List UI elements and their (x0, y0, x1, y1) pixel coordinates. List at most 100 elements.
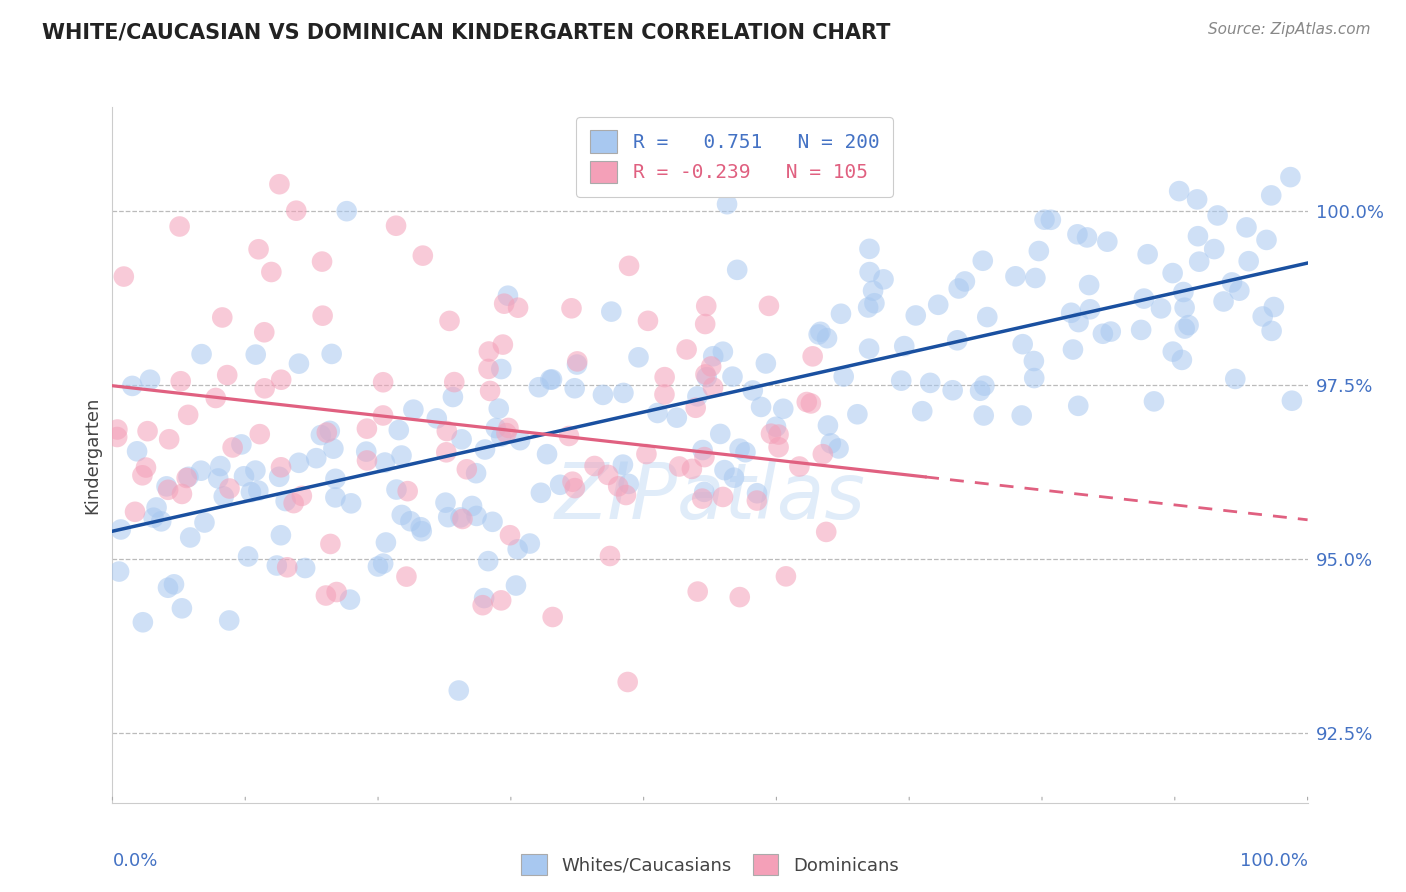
Point (1260, 188, 1282, 202)
Point (920, 376, 942, 390)
Point (1174, 301, 1197, 315)
Point (893, 339, 915, 353)
Point (801, 349, 824, 363)
Point (145, 500, 167, 515)
Point (373, 557, 395, 571)
Point (1279, 170, 1302, 185)
Point (695, 317, 717, 331)
Point (110, 523, 132, 537)
Point (693, 484, 716, 499)
Point (807, 327, 830, 342)
Point (827, 442, 849, 456)
Point (479, 384, 502, 398)
Point (1004, 269, 1026, 284)
Point (270, 373, 292, 387)
Point (247, 483, 270, 498)
Point (157, 483, 180, 497)
Point (132, 615, 155, 630)
Point (315, 425, 337, 440)
Point (872, 272, 894, 286)
Point (1161, 266, 1184, 280)
Point (340, 496, 363, 510)
Point (759, 426, 782, 441)
Point (385, 483, 408, 497)
Point (692, 443, 714, 458)
Point (1225, 372, 1247, 386)
Point (1168, 184, 1191, 198)
Point (768, 440, 790, 454)
Point (276, 560, 298, 574)
Point (169, 219, 191, 234)
Point (713, 463, 735, 477)
Point (1067, 399, 1090, 413)
Point (311, 254, 333, 268)
Point (709, 426, 731, 441)
Point (1263, 300, 1285, 314)
Point (711, 344, 734, 359)
Point (592, 388, 614, 402)
Point (858, 242, 880, 256)
Point (179, 531, 201, 545)
Point (1133, 292, 1156, 306)
Point (496, 289, 519, 303)
Point (274, 494, 297, 508)
Point (156, 581, 179, 595)
Point (1204, 242, 1226, 256)
Point (647, 406, 669, 420)
Point (564, 481, 586, 495)
Point (434, 445, 457, 459)
Point (488, 401, 510, 416)
Point (538, 373, 561, 387)
Point (245, 464, 267, 478)
Point (1022, 354, 1045, 368)
Point (711, 490, 734, 504)
Point (207, 471, 229, 485)
Point (681, 462, 703, 476)
Point (385, 219, 408, 233)
Point (811, 447, 834, 461)
Point (451, 512, 474, 526)
Point (305, 451, 328, 466)
Point (695, 368, 717, 382)
Point (204, 391, 226, 405)
Point (564, 381, 586, 395)
Point (772, 401, 794, 416)
Point (209, 458, 232, 473)
Point (612, 385, 634, 400)
Point (1066, 227, 1088, 242)
Point (702, 349, 724, 363)
Point (1251, 310, 1274, 324)
Point (253, 325, 276, 339)
Point (260, 265, 283, 279)
Point (131, 468, 153, 483)
Point (498, 421, 520, 435)
Point (1136, 247, 1159, 261)
Point (1206, 209, 1229, 223)
Point (972, 253, 994, 268)
Point (859, 265, 882, 279)
Point (519, 536, 541, 550)
Point (495, 426, 517, 441)
Point (456, 462, 478, 476)
Point (614, 488, 637, 502)
Point (815, 524, 838, 539)
Point (105, 430, 128, 444)
Point (696, 370, 718, 384)
Legend: Whites/Caucasians, Dominicans: Whites/Caucasians, Dominicans (512, 846, 908, 884)
Point (558, 429, 581, 443)
Point (1130, 323, 1153, 337)
Point (139, 373, 162, 387)
Point (1171, 352, 1194, 367)
Point (1237, 254, 1260, 268)
Point (1150, 301, 1173, 316)
Point (253, 381, 276, 395)
Point (527, 380, 550, 394)
Point (402, 402, 425, 417)
Text: WHITE/CAUCASIAN VS DOMINICAN KINDERGARTEN CORRELATION CHART: WHITE/CAUCASIAN VS DOMINICAN KINDERGARTE… (42, 22, 890, 42)
Point (541, 610, 564, 624)
Point (170, 374, 193, 388)
Point (815, 331, 838, 345)
Point (890, 374, 912, 388)
Point (1173, 285, 1195, 299)
Point (426, 411, 449, 425)
